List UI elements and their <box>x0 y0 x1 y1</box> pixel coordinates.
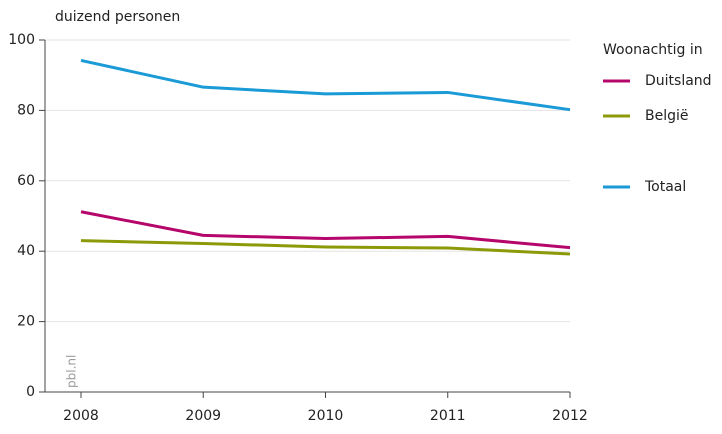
series-line <box>80 58 571 112</box>
series-line <box>80 210 571 250</box>
y-tick-label: 20 <box>17 314 35 330</box>
y-tick-label: 100 <box>8 32 35 48</box>
y-tick-label: 0 <box>26 384 35 400</box>
legend-label: Duitsland <box>645 73 712 89</box>
y-axis-label: duizend personen <box>55 9 180 25</box>
x-tick-label: 2010 <box>308 408 344 424</box>
x-tick-label: 2009 <box>185 408 221 424</box>
x-tick-label: 2008 <box>63 408 99 424</box>
x-tick-label: 2011 <box>430 408 466 424</box>
y-tick-label: 40 <box>17 243 35 259</box>
legend-title: Woonachtig in <box>603 42 703 58</box>
legend-label: Totaal <box>644 179 686 195</box>
watermark: pbl.nl <box>65 355 79 388</box>
legend-label: België <box>645 108 689 124</box>
y-tick-label: 60 <box>17 173 35 189</box>
series-line <box>80 239 571 256</box>
y-tick-label: 80 <box>17 102 35 118</box>
x-tick-label: 2012 <box>552 408 588 424</box>
